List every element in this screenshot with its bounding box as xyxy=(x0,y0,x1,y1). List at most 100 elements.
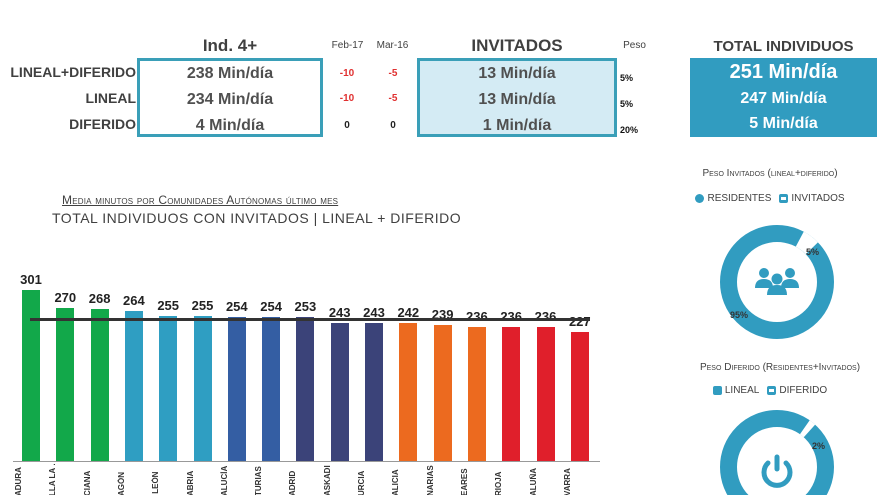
donut1-legend: RESIDENTES INVITADOS xyxy=(660,193,880,204)
diff-mar-lineal-diferido: -5 xyxy=(388,68,398,79)
legend-label-residentes: RESIDENTES xyxy=(707,193,772,204)
bar-value-label: 242 xyxy=(397,305,420,321)
header-ind: Ind. 4+ xyxy=(202,36,258,55)
donut2-label-diferido: 2% xyxy=(812,441,826,451)
legend-swatch-residentes xyxy=(695,194,705,203)
bar xyxy=(365,322,383,461)
diff-feb-lineal-diferido: -10 xyxy=(339,68,355,79)
legend-item-lineal: LINEAL xyxy=(712,385,760,396)
row-label-lineal: LINEAL xyxy=(85,90,136,106)
legend-label-invitados: INVITADOS xyxy=(791,193,845,204)
legend-item-diferido: DIFERIDO xyxy=(767,385,827,396)
bar-value-label: 243 xyxy=(363,304,385,320)
row-label-diferido: DIFERIDO xyxy=(69,116,136,132)
bar-value-label: 270 xyxy=(54,289,77,305)
bar-category-label: … LEÓN xyxy=(151,471,161,495)
header-mar: Mar-16 xyxy=(376,40,409,51)
donut2-ring-lineal xyxy=(720,410,834,495)
bar-category-label: …ASKADI xyxy=(322,465,332,495)
bar xyxy=(227,316,246,461)
bar-value-label: 254 xyxy=(225,298,248,314)
invitados-value-lineal-diferido: 13 Min/día xyxy=(478,65,556,82)
donut1-label-residentes: 95% xyxy=(730,310,749,320)
ind-value-diferido: 4 Min/día xyxy=(195,117,265,134)
donut1-label-invitados: 5% xyxy=(806,247,820,257)
bar-value-label: 268 xyxy=(88,290,111,306)
bar-category-label: …NARIAS xyxy=(425,465,435,495)
legend-swatch-invitados xyxy=(779,194,789,203)
average-reference-line xyxy=(30,318,590,321)
bar xyxy=(330,322,349,461)
row-label-lineal-diferido: LINEAL+DIFERIDO xyxy=(10,64,136,80)
bar-chart-title: Media minutos por Comunidades Autónomas … xyxy=(62,193,339,207)
bar-category-label: …ADURA xyxy=(14,467,23,495)
bar-category-label: …CIANA xyxy=(82,470,92,495)
donut1-title: Peso Invitados (lineal+diferido) xyxy=(702,168,838,179)
bar-value-label: 227 xyxy=(568,314,591,329)
bar xyxy=(570,332,589,461)
legend-label-diferido: DIFERIDO xyxy=(779,385,828,396)
bar xyxy=(193,316,212,461)
bar-value-label: 253 xyxy=(294,299,317,315)
bar-chart: 301 …ADURA 270 …LLA LA …NCHA 268 …CIANA 264 …AG… xyxy=(14,272,591,495)
total-value-lineal: 247 Min/día xyxy=(740,90,827,107)
ind-value-lineal: 234 Min/día xyxy=(186,91,274,108)
invitados-box: 13 Min/día 13 Min/día 1 Min/día xyxy=(417,58,617,137)
invitados-value-lineal: 13 Min/día xyxy=(478,91,556,108)
header-peso: Peso xyxy=(623,40,646,51)
diff-feb-diferido: 0 xyxy=(344,120,350,131)
bar-category-label: …ALICIA xyxy=(391,469,401,495)
bar-category-label: …ADRID xyxy=(288,470,298,495)
bar xyxy=(159,316,178,461)
bar-category-label: …LLA LA …NCHA xyxy=(48,464,82,495)
donut2-ring-diferido xyxy=(720,410,834,495)
bar xyxy=(90,308,109,461)
bar-category-label: …ALUCÍA xyxy=(219,465,229,495)
x-axis-line xyxy=(13,461,600,462)
diff-mar-lineal: -5 xyxy=(388,93,398,104)
bar-value-label: 301 xyxy=(20,272,42,287)
bar xyxy=(399,323,418,461)
bar-category-label: …EARES xyxy=(459,468,469,495)
donut2-title: Peso Diferido (Residentes+Invitados) xyxy=(699,362,861,373)
power-icon xyxy=(761,454,793,488)
bar-value-label: 243 xyxy=(328,304,351,320)
legend-item-invitados: INVITADOS xyxy=(779,193,845,204)
bar-category-label: …ABRIA xyxy=(185,470,195,495)
legend-item-residentes: RESIDENTES xyxy=(695,193,771,204)
donut1-chart xyxy=(720,225,834,339)
ind-value-lineal-diferido: 238 Min/día xyxy=(186,65,274,82)
bar-value-label: 255 xyxy=(191,298,214,314)
total-box: 251 Min/día 247 Min/día 5 Min/día xyxy=(690,58,877,137)
peso-lineal: 5% xyxy=(620,99,634,109)
bar-value-label: 254 xyxy=(260,298,282,314)
bar xyxy=(467,326,486,461)
bar xyxy=(56,307,75,461)
bar xyxy=(433,325,452,461)
ind-box: 238 Min/día 234 Min/día 4 Min/día xyxy=(137,58,323,137)
legend-swatch-diferido xyxy=(767,386,777,395)
peso-lineal-diferido: 5% xyxy=(620,73,634,83)
bar-category-label: …AGÓN xyxy=(116,472,126,495)
donut1-ring-residentes xyxy=(720,225,834,339)
header-invitados: INVITADOS xyxy=(471,36,563,55)
total-value-diferido: 5 Min/día xyxy=(749,115,818,132)
diff-feb-lineal: -10 xyxy=(339,93,355,104)
legend-swatch-lineal xyxy=(712,386,722,395)
bar xyxy=(536,326,555,461)
legend-label-lineal: LINEAL xyxy=(724,385,760,396)
header-feb: Feb-17 xyxy=(331,40,364,51)
header-total: TOTAL INDIVIDUOS xyxy=(713,38,854,55)
bar-category-label: …URCIA xyxy=(357,470,366,495)
bar-category-label: …VARRA xyxy=(562,468,572,495)
bar-chart-subtitle: TOTAL INDIVIDUOS CON INVITADOS | LINEAL … xyxy=(52,210,462,226)
peso-diferido: 20% xyxy=(620,125,639,135)
donut2-chart xyxy=(720,410,834,495)
people-group-icon xyxy=(755,268,799,295)
diff-mar-diferido: 0 xyxy=(390,120,396,131)
bar xyxy=(22,290,40,461)
bar xyxy=(502,326,521,461)
bar xyxy=(296,317,315,461)
bar xyxy=(262,316,281,461)
donut2-legend: LINEAL DIFERIDO xyxy=(660,385,880,396)
